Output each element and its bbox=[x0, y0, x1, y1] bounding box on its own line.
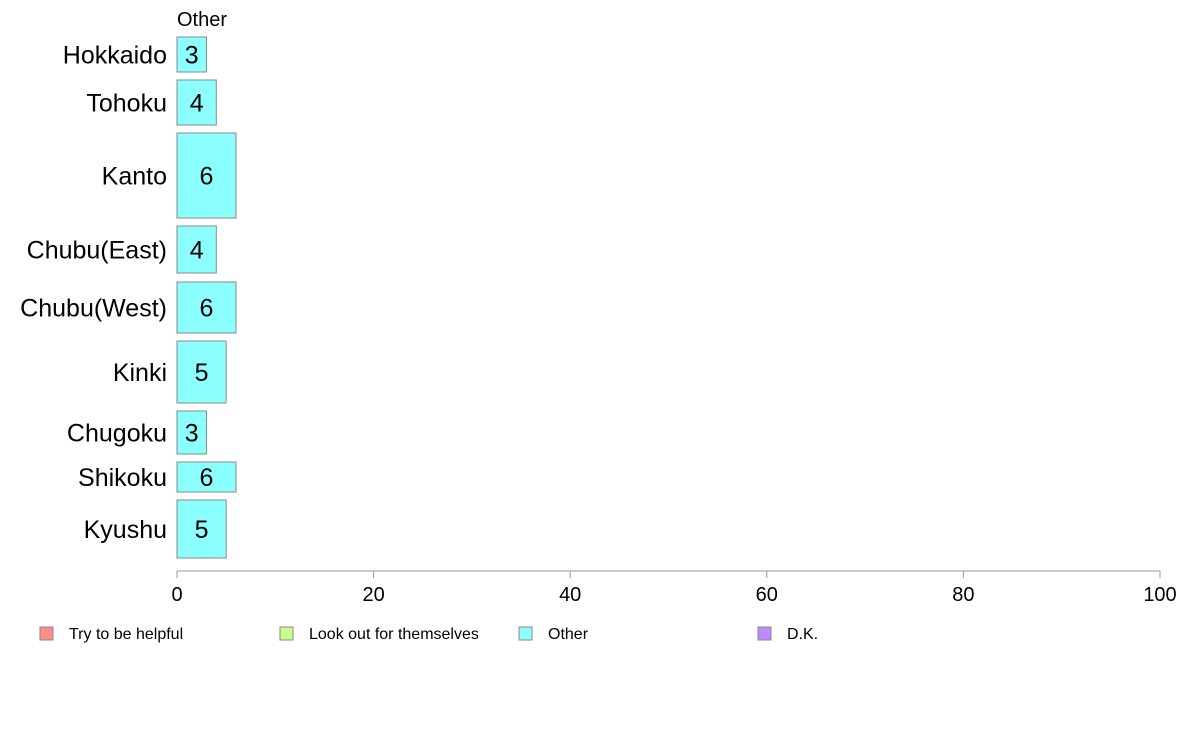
legend-swatch bbox=[39, 626, 54, 641]
series-header: Other bbox=[177, 9, 227, 31]
legend-label: D.K. bbox=[787, 626, 818, 643]
bar bbox=[176, 225, 217, 274]
legend-swatch bbox=[757, 626, 772, 641]
x-tick-label: 60 bbox=[756, 584, 778, 606]
bar bbox=[176, 281, 237, 334]
bar-value-label: 6 bbox=[200, 163, 214, 191]
category-label: Chubu(West) bbox=[20, 295, 167, 323]
bar-value-label: 5 bbox=[195, 516, 209, 544]
legend-swatch bbox=[279, 626, 294, 641]
bar-value-label: 6 bbox=[200, 464, 214, 492]
bar bbox=[176, 340, 227, 404]
category-label: Kyushu bbox=[84, 516, 167, 544]
category-label: Chubu(East) bbox=[27, 237, 167, 265]
category-label: Kanto bbox=[102, 163, 167, 191]
bar-value-label: 6 bbox=[200, 295, 214, 323]
category-label: Tohoku bbox=[86, 90, 167, 118]
bar-value-label: 4 bbox=[190, 237, 204, 265]
x-axis: 0 20 40 60 80 100 bbox=[171, 570, 1177, 606]
bar bbox=[176, 36, 207, 73]
x-tick-label: 40 bbox=[559, 584, 581, 606]
x-tick-label: 80 bbox=[952, 584, 974, 606]
x-tick-label: 20 bbox=[362, 584, 384, 606]
category-label: Chugoku bbox=[67, 420, 167, 448]
legend-label: Look out for themselves bbox=[309, 626, 479, 643]
category-label: Kinki bbox=[113, 359, 167, 387]
legend-label: Try to be helpful bbox=[69, 626, 183, 643]
legend-label: Other bbox=[548, 626, 589, 643]
x-tick-label: 100 bbox=[1143, 584, 1176, 606]
bar-value-label: 3 bbox=[185, 42, 199, 70]
legend-swatch bbox=[518, 626, 533, 641]
bar bbox=[176, 499, 227, 559]
legend: Try to be helpful Look out for themselves… bbox=[39, 626, 818, 643]
bar bbox=[176, 410, 207, 455]
bar-value-label: 5 bbox=[195, 359, 209, 387]
category-label: Hokkaido bbox=[63, 42, 167, 70]
bars-group: Hokkaido 3 Tohoku 4 Kanto 6 Chubu(East) 4 Chubu(… bbox=[20, 36, 237, 559]
bar bbox=[176, 461, 237, 493]
x-tick-label: 0 bbox=[171, 584, 182, 606]
bar bbox=[176, 132, 237, 219]
bar bbox=[176, 79, 217, 126]
bar-value-label: 3 bbox=[185, 420, 199, 448]
category-label: Shikoku bbox=[78, 464, 167, 492]
bar-value-label: 4 bbox=[190, 90, 204, 118]
